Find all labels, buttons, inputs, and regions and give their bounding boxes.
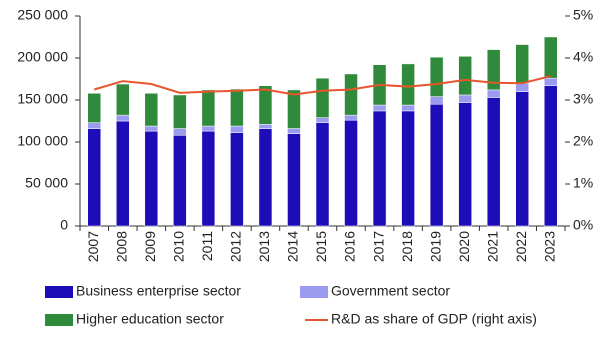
bar-segment <box>486 97 501 227</box>
y-tick-label: 50 000 <box>25 175 68 191</box>
bar-segment <box>344 119 358 227</box>
x-tick-label: 2023 <box>541 231 557 262</box>
bar-segment <box>144 125 159 132</box>
bar-segment <box>87 93 102 123</box>
bar-segment <box>486 89 501 98</box>
x-tick-label: 2011 <box>199 231 215 261</box>
bar-segment <box>401 63 415 106</box>
bar-segment <box>230 132 244 227</box>
bar-segment <box>144 93 159 127</box>
y-tick-label: 100 000 <box>17 133 68 149</box>
bar-segment <box>230 125 244 134</box>
y2-tick-label: 0% <box>573 217 593 233</box>
legend-label: Business enterprise sector <box>76 283 241 299</box>
x-tick-label: 2015 <box>313 231 329 262</box>
y2-tick-label: 3% <box>573 91 593 107</box>
bar-segment <box>543 77 558 86</box>
bar-segment <box>87 122 102 129</box>
x-tick-label: 2022 <box>513 231 529 262</box>
bar-segment <box>372 104 387 112</box>
bar-segment <box>372 110 387 227</box>
bar-segment <box>315 117 330 123</box>
x-tick-label: 2017 <box>370 231 386 262</box>
x-tick-label: 2018 <box>399 231 415 262</box>
bar-segment <box>116 120 130 227</box>
bar-segment <box>429 96 444 105</box>
bar-segment <box>429 103 444 227</box>
legend-label: Higher education sector <box>76 311 224 327</box>
bar-segment <box>287 128 301 134</box>
bar-segment <box>458 94 472 103</box>
x-tick-label: 2019 <box>427 231 443 262</box>
bar-segment <box>144 130 159 227</box>
y2-tick-label: 4% <box>573 49 593 65</box>
x-tick-label: 2007 <box>85 231 101 262</box>
bar-segment <box>344 73 358 116</box>
bar-segment <box>258 128 273 227</box>
x-tick-label: 2008 <box>113 231 129 262</box>
bar-segment <box>173 135 187 227</box>
bar-segment <box>287 133 301 227</box>
y-tick-label: 250 000 <box>17 7 68 23</box>
legend-swatch <box>45 314 73 326</box>
bar-segment <box>515 91 529 227</box>
legend-label: Government sector <box>331 283 450 299</box>
y2-tick-label: 2% <box>573 133 593 149</box>
y2-tick-label: 1% <box>573 175 593 191</box>
legend-swatch <box>45 286 73 298</box>
bar-segment <box>201 130 216 227</box>
bar-segment <box>401 110 415 227</box>
bar-segment <box>515 44 529 84</box>
bar-segment <box>116 83 130 116</box>
bar-segment <box>344 114 358 121</box>
x-tick-label: 2009 <box>142 231 158 262</box>
bar-segment <box>315 77 330 118</box>
bar-segment <box>230 88 244 127</box>
bar-segment <box>173 128 187 136</box>
bar-segment <box>173 94 187 129</box>
bar-segment <box>201 125 216 132</box>
legend-label: R&D as share of GDP (right axis) <box>331 311 537 327</box>
bar-segment <box>258 85 273 125</box>
legend-swatch <box>300 286 328 298</box>
bar-segment <box>201 89 216 127</box>
x-tick-label: 2014 <box>285 231 301 262</box>
bar-segment <box>287 89 301 129</box>
bar-segment <box>315 122 330 227</box>
x-tick-label: 2013 <box>256 231 272 262</box>
bar-segment <box>116 114 130 122</box>
bar-segment <box>258 124 273 129</box>
x-tick-label: 2021 <box>484 231 500 262</box>
bar-segment <box>429 56 444 97</box>
x-tick-label: 2012 <box>228 231 244 262</box>
bar-segment <box>486 49 501 91</box>
y2-tick-label: 5% <box>573 7 593 23</box>
bar-segment <box>458 102 472 227</box>
x-tick-label: 2020 <box>456 231 472 262</box>
bar-segment <box>543 85 558 227</box>
bar-segment <box>543 36 558 79</box>
bar-segment <box>401 104 415 112</box>
bar-segment <box>87 128 102 227</box>
y-tick-label: 200 000 <box>17 49 68 65</box>
y-tick-label: 0 <box>60 217 68 233</box>
y-tick-label: 150 000 <box>17 91 68 107</box>
bar-segment <box>458 56 472 96</box>
bar-segment <box>515 82 529 92</box>
x-tick-label: 2016 <box>342 231 358 262</box>
x-tick-label: 2010 <box>171 231 187 262</box>
line <box>93 75 551 96</box>
